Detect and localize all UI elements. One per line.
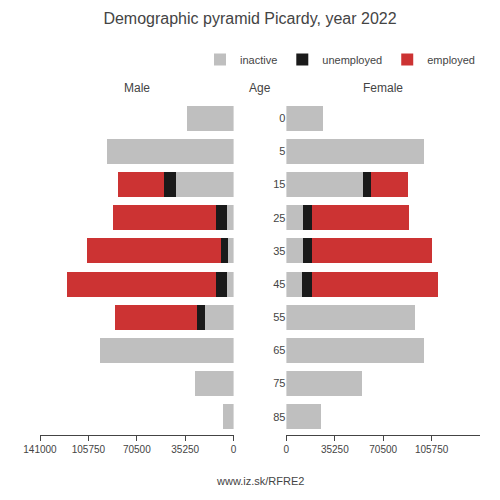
svg-text:25: 25 [273,212,285,224]
svg-text:15: 15 [273,178,285,190]
svg-text:141000: 141000 [23,444,57,455]
svg-text:35: 35 [273,245,285,257]
svg-text:Male: Male [124,81,150,95]
svg-text:105750: 105750 [72,444,106,455]
svg-text:75: 75 [273,377,285,389]
svg-text:70500: 70500 [123,444,151,455]
svg-text:105750: 105750 [415,444,449,455]
svg-text:0: 0 [231,444,237,455]
svg-text:Female: Female [363,81,403,95]
svg-text:employed: employed [427,54,475,66]
svg-text:35250: 35250 [171,444,199,455]
svg-text:55: 55 [273,311,285,323]
svg-text:85: 85 [273,411,285,423]
svg-text:www.iz.sk/RFRE2: www.iz.sk/RFRE2 [216,475,304,487]
svg-text:unemployed: unemployed [322,54,382,66]
svg-text:inactive: inactive [240,54,277,66]
svg-text:70500: 70500 [369,444,397,455]
svg-text:Demographic pyramid Picardy, y: Demographic pyramid Picardy, year 2022 [103,10,396,27]
svg-text:5: 5 [279,145,285,157]
svg-text:45: 45 [273,278,285,290]
svg-text:0: 0 [279,112,285,124]
svg-text:35250: 35250 [321,444,349,455]
svg-text:65: 65 [273,344,285,356]
svg-text:0: 0 [284,444,290,455]
svg-text:Age: Age [249,81,271,95]
